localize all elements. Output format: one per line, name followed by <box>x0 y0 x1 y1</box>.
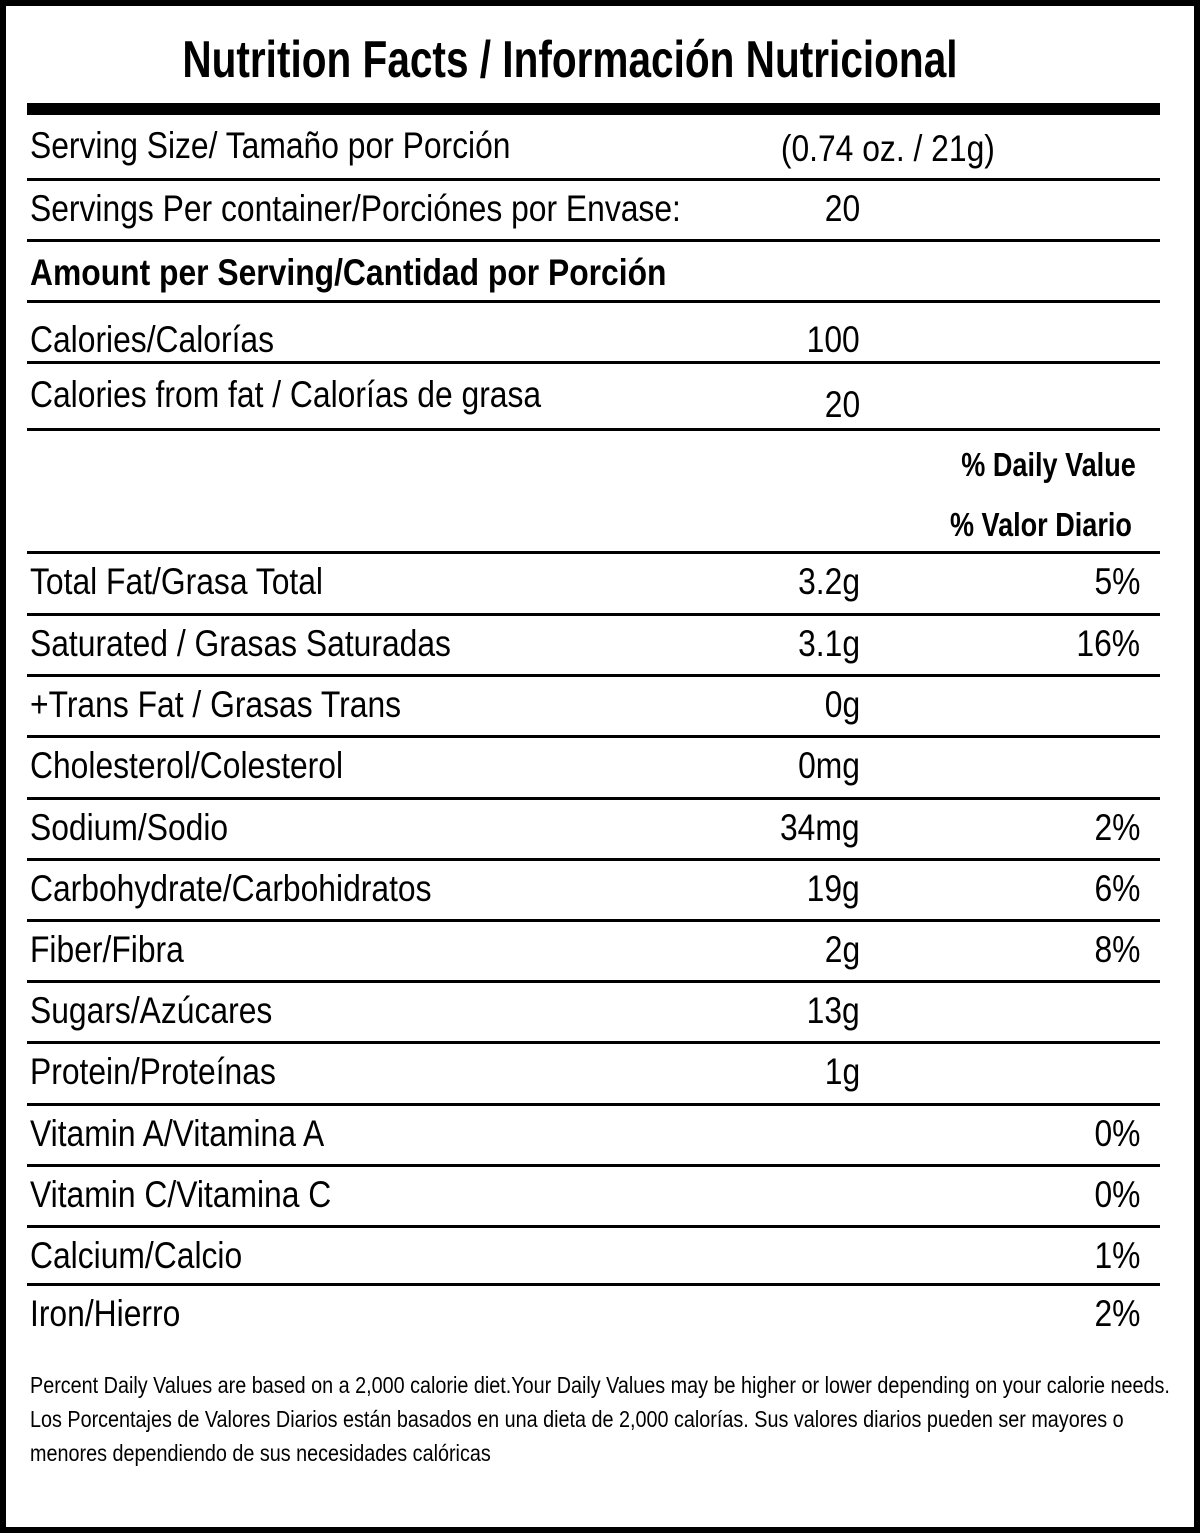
nutrient-amount: 0mg <box>798 745 860 786</box>
nutrient-amount: 1g <box>824 1051 860 1092</box>
daily-value-header-es: % Valor Diario <box>950 506 1132 543</box>
nutrient-amount: 3.2g <box>798 561 860 602</box>
calories-value: 100 <box>806 319 860 360</box>
nutrient-daily-value: 5% <box>1094 561 1140 602</box>
daily-value-header-en: % Daily Value <box>961 446 1136 483</box>
nutrient-daily-value: 0% <box>1094 1113 1140 1154</box>
nutrient-daily-value: 16% <box>1076 623 1140 664</box>
title-text: Nutrition Facts / Información Nutriciona… <box>182 31 958 89</box>
nutrient-daily-value: 8% <box>1094 929 1140 970</box>
calories-label: Calories/Calorías <box>30 319 275 360</box>
amount-per-serving-header: Amount per Serving/Cantidad por Porción <box>30 252 667 293</box>
nutrient-amount: 34mg <box>780 807 860 848</box>
nutrient-label: Protein/Proteínas <box>30 1051 276 1092</box>
nutrient-label: Vitamin C/Vitamina C <box>30 1174 332 1215</box>
nutrient-daily-value: 2% <box>1094 807 1140 848</box>
nutrient-row: +Trans Fat / Grasas Trans 0g <box>27 674 1160 738</box>
nutrient-label: Vitamin A/Vitamina A <box>30 1113 325 1154</box>
footnote-es: Los Porcentajes de Valores Diarios están… <box>30 1406 1124 1466</box>
calories-from-fat-value: 20 <box>824 384 860 425</box>
nutrient-daily-value: 6% <box>1094 868 1140 909</box>
nutrient-row: Iron/Hierro 2% <box>27 1283 1160 1343</box>
calories-from-fat-row: Calories from fat / Calorías de grasa 20 <box>27 361 1160 431</box>
footnote-en: Percent Daily Values are based on a 2,00… <box>30 1372 1170 1398</box>
nutrient-daily-value: 2% <box>1094 1293 1140 1334</box>
thick-divider <box>27 103 1160 115</box>
calories-from-fat-label: Calories from fat / Calorías de grasa <box>30 374 542 415</box>
nutrient-label: Iron/Hierro <box>30 1293 181 1334</box>
nutrient-row: Calcium/Calcio 1% <box>27 1225 1160 1286</box>
nutrient-label: +Trans Fat / Grasas Trans <box>30 684 402 725</box>
nutrient-row: Vitamin A/Vitamina A 0% <box>27 1103 1160 1167</box>
nutrient-label: Calcium/Calcio <box>30 1235 243 1276</box>
servings-per-container-value: 20 <box>824 188 860 229</box>
nutrient-row: Fiber/Fibra 2g 8% <box>27 919 1160 983</box>
nutrient-amount: 13g <box>806 990 860 1031</box>
servings-per-container-label: Servings Per container/Porciónes por Env… <box>30 188 681 229</box>
footnote: Percent Daily Values are based on a 2,00… <box>30 1368 1190 1470</box>
servings-per-container-row: Servings Per container/Porciónes por Env… <box>27 178 1160 242</box>
nutrient-row: Saturated / Grasas Saturadas 3.1g 16% <box>27 613 1160 677</box>
nutrient-label: Fiber/Fibra <box>30 929 184 970</box>
label-title: Nutrition Facts / Información Nutriciona… <box>0 28 1140 92</box>
serving-size-value: (0.74 oz. / 21g) <box>780 128 995 169</box>
amount-header-row: Amount per Serving/Cantidad por Porción <box>27 239 1160 303</box>
nutrient-row: Vitamin C/Vitamina C 0% <box>27 1164 1160 1228</box>
nutrient-amount: 3.1g <box>798 623 860 664</box>
nutrient-daily-value: 1% <box>1094 1235 1140 1276</box>
nutrient-row: Sugars/Azúcares 13g <box>27 980 1160 1044</box>
nutrient-row: Carbohydrate/Carbohidratos 19g 6% <box>27 858 1160 922</box>
nutrient-label: Saturated / Grasas Saturadas <box>30 623 451 664</box>
serving-size-label: Serving Size/ Tamaño por Porción <box>30 125 511 166</box>
daily-value-header-row: % Daily Value % Valor Diario <box>27 428 1160 554</box>
serving-size-row: Serving Size/ Tamaño por Porción (0.74 o… <box>27 115 1160 181</box>
nutrient-amount: 0g <box>824 684 860 725</box>
nutrient-row: Total Fat/Grasa Total 3.2g 5% <box>27 551 1160 616</box>
nutrient-label: Sugars/Azúcares <box>30 990 273 1031</box>
nutrient-label: Carbohydrate/Carbohidratos <box>30 868 432 909</box>
nutrient-row: Cholesterol/Colesterol 0mg <box>27 735 1160 800</box>
nutrient-amount: 19g <box>806 868 860 909</box>
nutrient-label: Sodium/Sodio <box>30 807 229 848</box>
nutrient-label: Cholesterol/Colesterol <box>30 745 344 786</box>
nutrient-label: Total Fat/Grasa Total <box>30 561 324 602</box>
nutrient-row: Sodium/Sodio 34mg 2% <box>27 797 1160 861</box>
nutrient-daily-value: 0% <box>1094 1174 1140 1215</box>
nutrient-amount: 2g <box>824 929 860 970</box>
nutrient-row: Protein/Proteínas 1g <box>27 1041 1160 1106</box>
calories-row: Calories/Calorías 100 <box>27 300 1160 364</box>
